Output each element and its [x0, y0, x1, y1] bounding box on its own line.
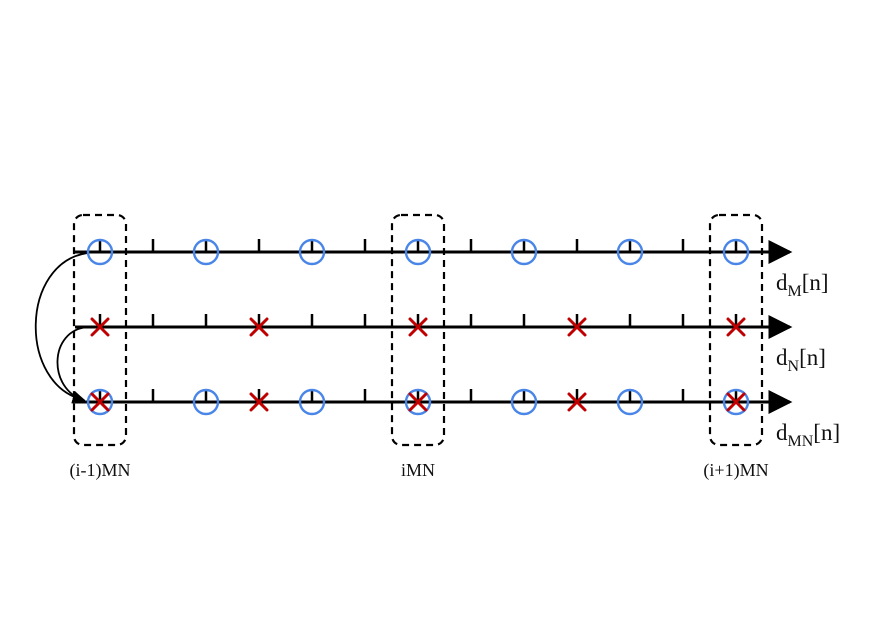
- sample-cross: [249, 317, 269, 337]
- window-box: [708, 213, 764, 447]
- sample-cross: [726, 392, 746, 412]
- sample-cross: [726, 317, 746, 337]
- sample-cross: [90, 317, 110, 337]
- window-box: [72, 213, 128, 447]
- window-boxes: [72, 213, 764, 447]
- curve-arrow-from-dm: [34, 252, 89, 404]
- labels: (i-1)MN iMN (i+1)MN dM[n] dN[n] dMN[n]: [70, 270, 841, 481]
- sample-circle: [86, 238, 114, 266]
- sample-circle: [192, 388, 220, 416]
- sample-circle: [722, 238, 750, 266]
- sample-circle: [404, 388, 432, 416]
- sample-cross: [567, 392, 587, 412]
- sequence-label: dN[n]: [776, 345, 826, 375]
- sample-circle: [616, 388, 644, 416]
- sequence-label: dMN[n]: [776, 420, 840, 450]
- sample-cross: [249, 392, 269, 412]
- sample-circle: [404, 238, 432, 266]
- sample-circle: [298, 238, 326, 266]
- sample-circle: [86, 388, 114, 416]
- sample-circle: [192, 238, 220, 266]
- window-label: iMN: [401, 460, 435, 480]
- sample-circle: [298, 388, 326, 416]
- sequence-label: dM[n]: [776, 270, 829, 300]
- sample-cross: [408, 392, 428, 412]
- window-label: (i+1)MN: [703, 460, 768, 481]
- sample-circle: [616, 238, 644, 266]
- sequence-axes: [75, 239, 793, 414]
- window-box: [390, 213, 446, 447]
- sample-cross: [90, 392, 110, 412]
- combination-arrows: [34, 252, 89, 404]
- sample-circle: [510, 238, 538, 266]
- sample-circle: [722, 388, 750, 416]
- sample-markers: [86, 238, 750, 416]
- sample-circle: [510, 388, 538, 416]
- window-label: (i-1)MN: [70, 460, 131, 481]
- curve-arrow-from-dn: [56, 326, 89, 404]
- sample-cross: [567, 317, 587, 337]
- sample-cross: [408, 317, 428, 337]
